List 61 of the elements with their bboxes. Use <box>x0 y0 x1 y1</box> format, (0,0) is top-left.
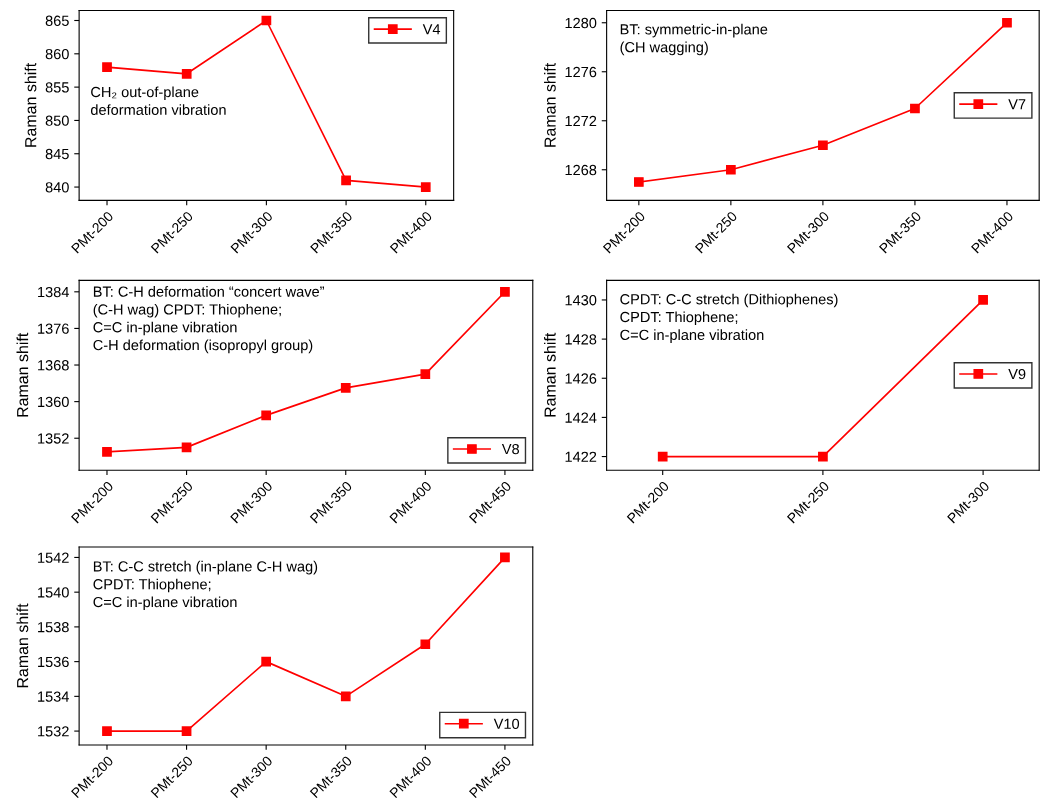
y-axis-title: Raman shift <box>16 603 29 688</box>
legend-label: V9 <box>1008 368 1026 380</box>
point <box>102 726 112 736</box>
y-tick-label: 860 <box>45 48 69 60</box>
y-tick-label: 1538 <box>38 622 69 633</box>
y-tick-label: 840 <box>45 182 69 193</box>
point <box>818 140 828 151</box>
point <box>181 726 192 736</box>
point <box>261 656 272 667</box>
y-tick-label: 1352 <box>38 433 69 444</box>
y-tick-label: 1542 <box>38 552 69 563</box>
y-axis-title: Raman shift <box>16 332 29 417</box>
point <box>500 286 510 297</box>
y-tick-label: 845 <box>45 148 69 160</box>
point <box>261 410 272 421</box>
point <box>340 691 351 702</box>
point <box>726 164 736 175</box>
y-tick-label: 1384 <box>38 286 69 298</box>
legend-label: V7 <box>1008 99 1026 110</box>
y-tick-label: 1280 <box>565 17 597 29</box>
point <box>420 369 431 380</box>
y-axis-title: Raman shift <box>544 332 556 417</box>
y-axis-title: Raman shift <box>544 62 556 147</box>
y-tick-label: 855 <box>45 82 69 93</box>
legend-label: V4 <box>422 24 441 35</box>
point <box>340 383 351 393</box>
y-tick-label: 1532 <box>38 726 69 737</box>
y-tick-label: 1376 <box>38 323 69 334</box>
annotation: CH₂ out-of-plane deformation vibration <box>90 86 226 115</box>
y-tick-label: 1424 <box>565 412 597 423</box>
y-tick-label: 850 <box>45 115 69 126</box>
y-tick-label: 1272 <box>565 115 597 127</box>
point <box>341 175 351 186</box>
point <box>633 177 644 187</box>
point <box>1002 17 1012 28</box>
annotation: BT: C-H deformation “concert wave” (C-H wag) CPDT: Thiophene; C=C in-plane vibration C-H deformation (isopropyl group) <box>93 286 324 354</box>
point <box>420 182 431 192</box>
legend-label: V8 <box>501 443 520 455</box>
annotation: BT: symmetric-in-plane (CH wagging) <box>620 23 768 56</box>
point <box>102 62 112 72</box>
y-tick-label: 1360 <box>38 396 69 408</box>
y-tick-label: 865 <box>45 15 69 26</box>
point <box>102 447 112 457</box>
y-axis-title: Raman shift <box>24 62 37 147</box>
annotation: BT: C-C stretch (in-plane C-H wag) CPDT: Thiophene; C=C in-plane vibration <box>93 560 318 611</box>
y-tick-label: 1540 <box>38 587 69 598</box>
point <box>420 639 431 650</box>
point <box>910 103 920 114</box>
y-tick-label: 1422 <box>565 451 597 462</box>
y-tick-label: 1276 <box>565 66 597 78</box>
legend-label: V10 <box>493 718 520 729</box>
y-tick-label: 1426 <box>565 373 597 384</box>
point <box>500 552 510 563</box>
y-tick-label: 1368 <box>38 360 69 371</box>
y-tick-label: 1536 <box>38 656 69 668</box>
y-tick-label: 1430 <box>565 295 597 306</box>
point <box>181 68 192 79</box>
y-tick-label: 1534 <box>38 691 69 702</box>
y-tick-label: 1428 <box>565 334 597 345</box>
annotation: CPDT: C-C stretch (Dithiophenes) CPDT: Thiophene; C=C in-plane vibration <box>620 293 838 343</box>
y-tick-label: 1268 <box>565 164 597 176</box>
